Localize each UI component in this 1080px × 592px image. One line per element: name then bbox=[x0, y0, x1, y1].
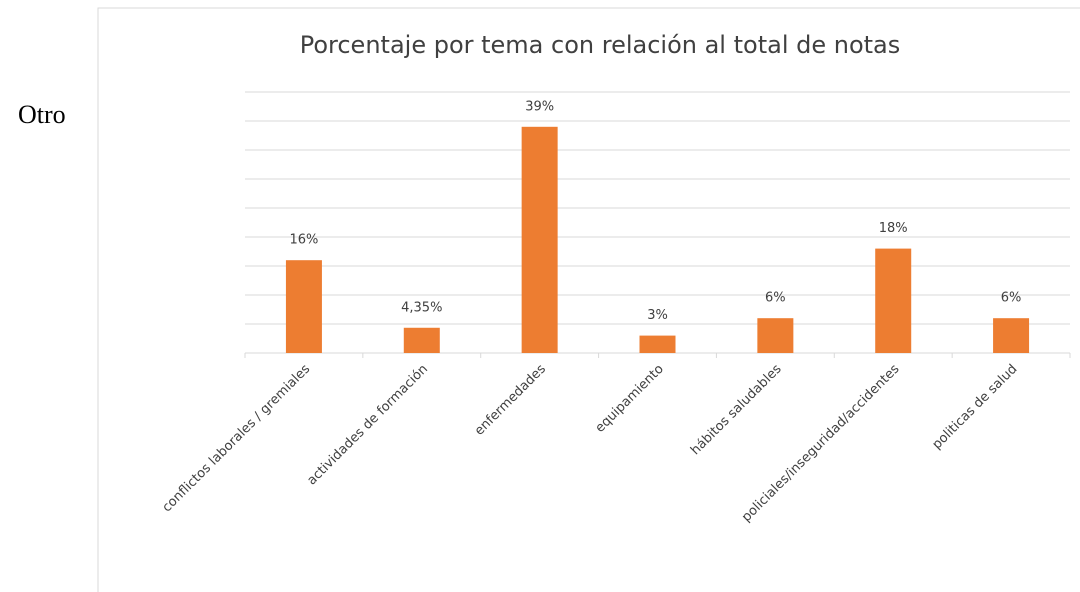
value-label: 39% bbox=[525, 99, 554, 114]
bar bbox=[639, 335, 676, 353]
side-text: Otro bbox=[18, 100, 66, 129]
value-label: 16% bbox=[289, 233, 318, 248]
bar bbox=[285, 260, 322, 353]
value-label: 18% bbox=[879, 221, 908, 236]
bar bbox=[521, 126, 558, 353]
chart-frame bbox=[97, 7, 1080, 592]
value-label: 6% bbox=[1001, 291, 1022, 306]
value-label: 3% bbox=[647, 308, 668, 323]
bar bbox=[993, 318, 1030, 353]
value-label: 4,35% bbox=[401, 300, 442, 315]
bar bbox=[403, 327, 440, 353]
bar bbox=[875, 248, 912, 353]
chart-title: Porcentaje por tema con relación al tota… bbox=[300, 31, 901, 59]
value-label: 6% bbox=[765, 291, 786, 306]
bar bbox=[757, 318, 794, 353]
